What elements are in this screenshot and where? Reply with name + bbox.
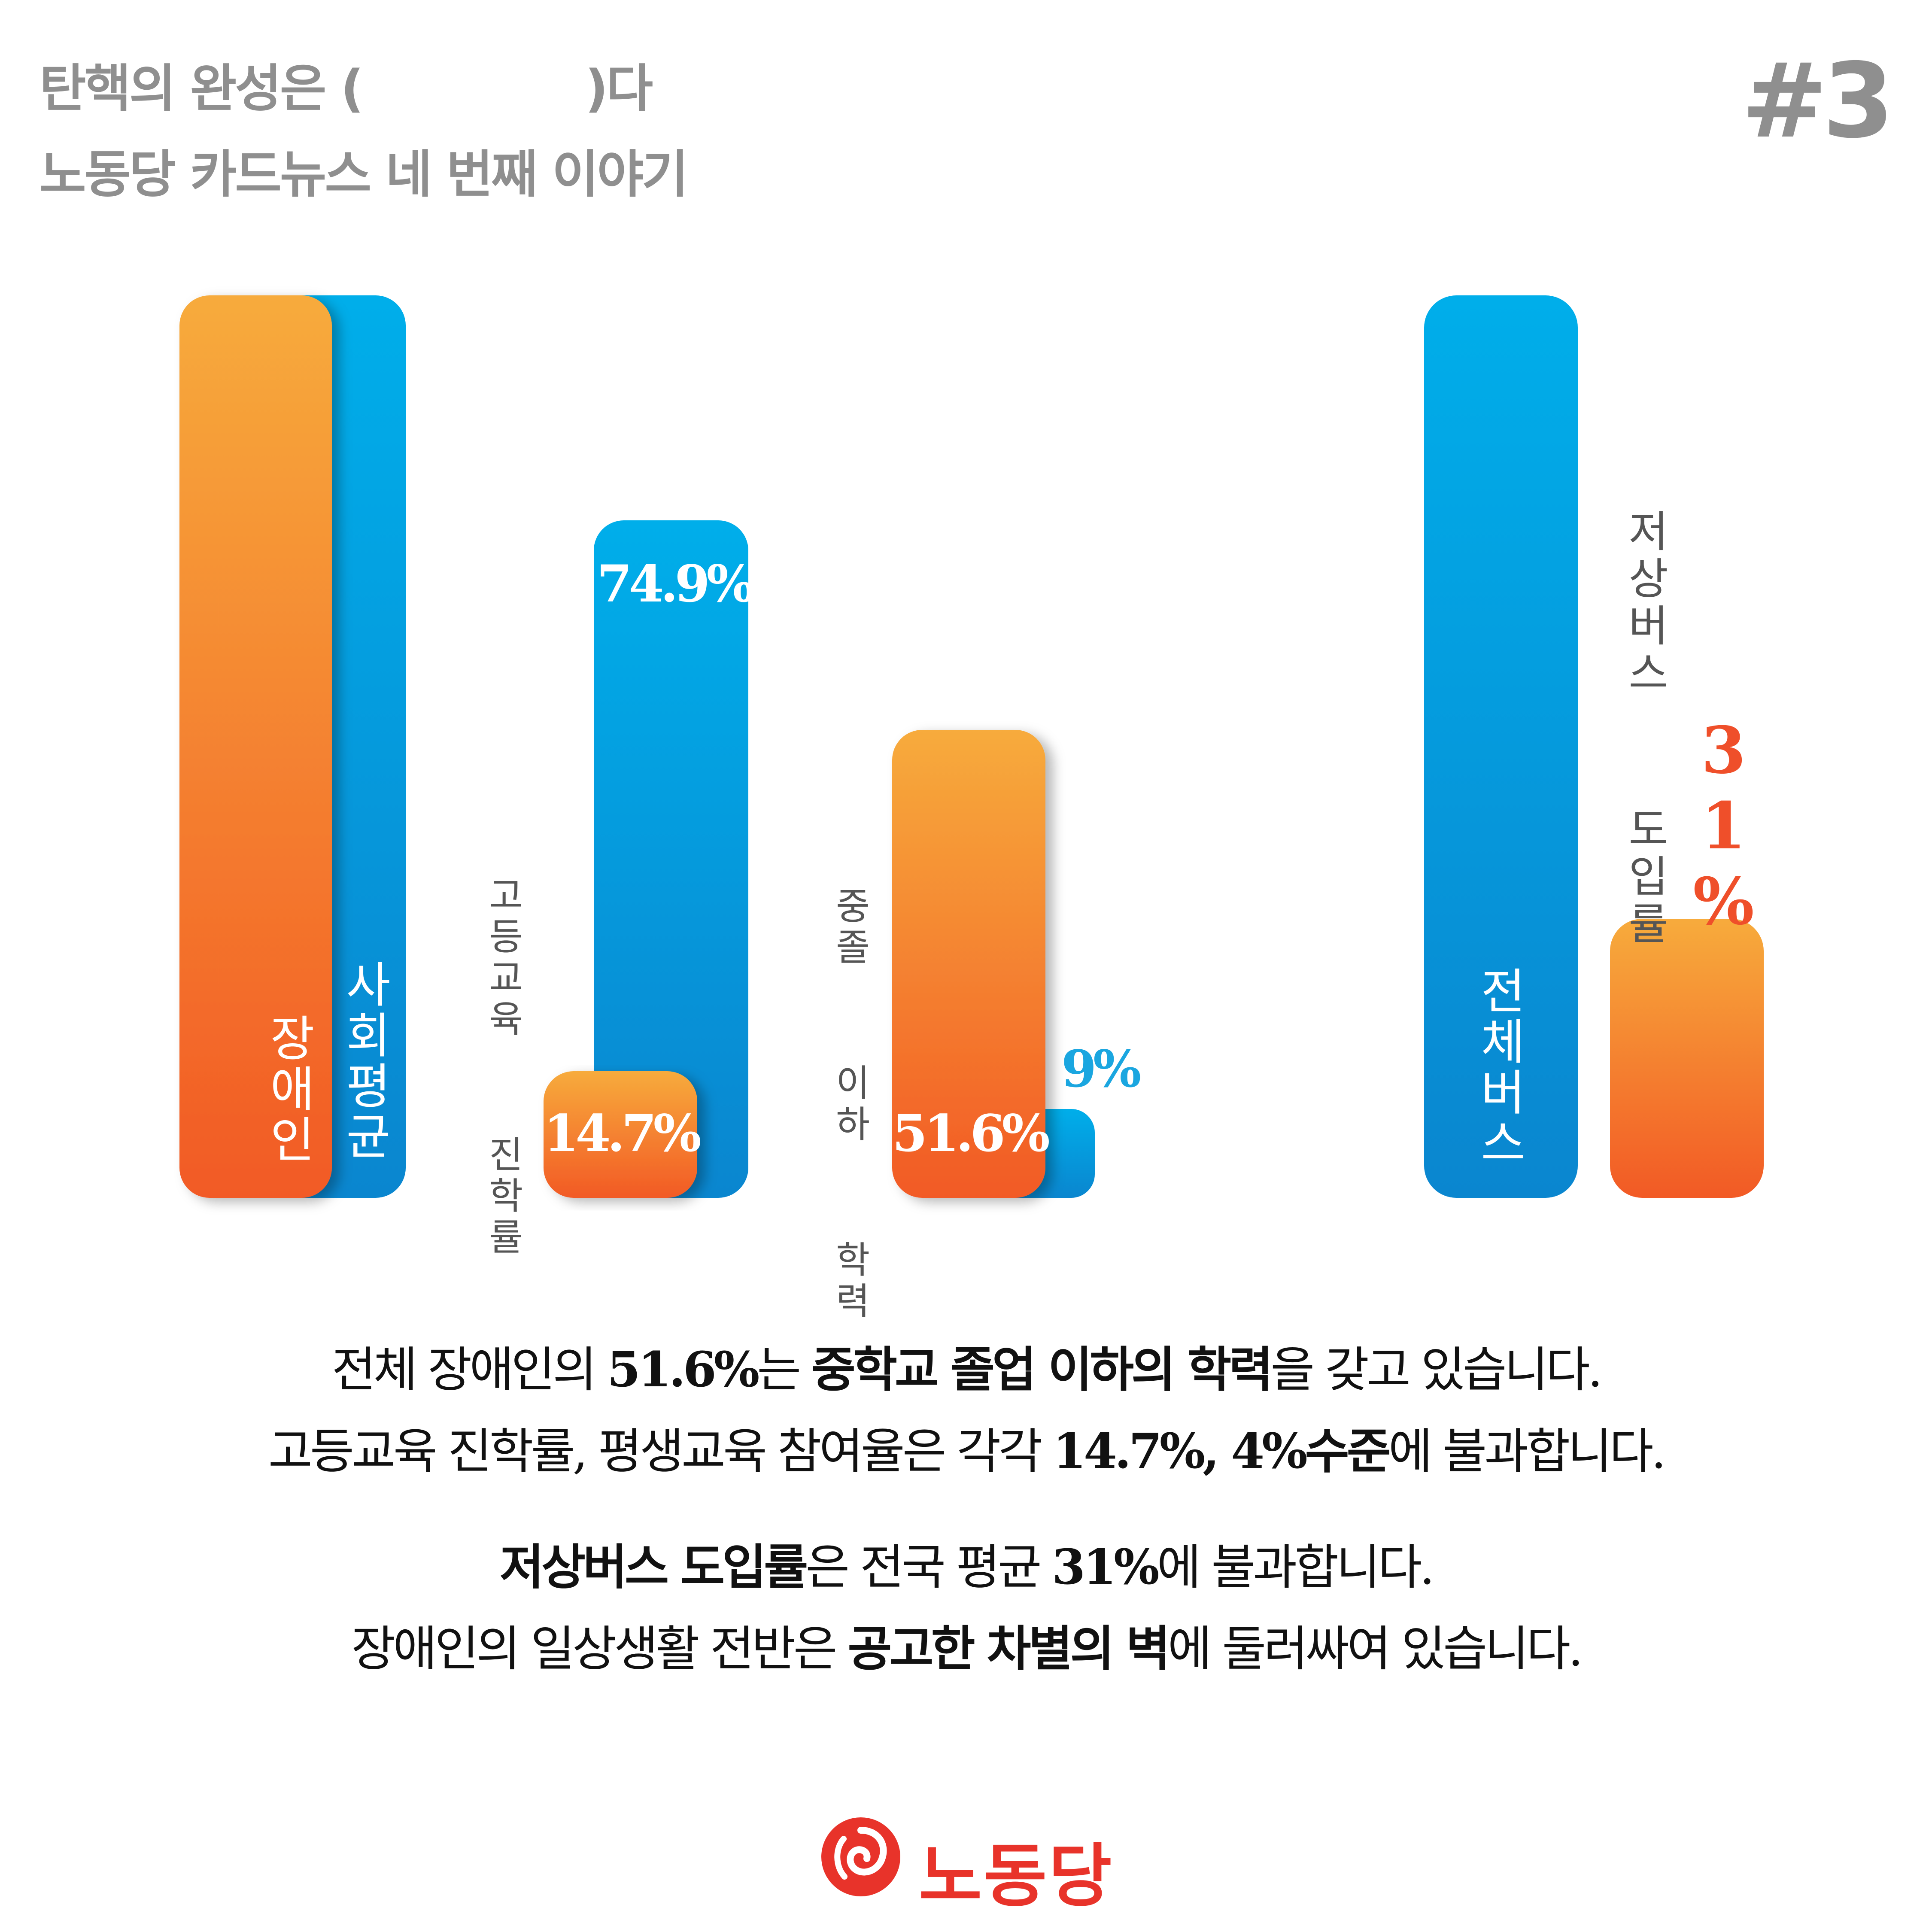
value-higher-edu-disabled: 14.7% [544,1103,702,1163]
bar-all-bus [1424,295,1578,1198]
label-disabled: 장애인 [260,1013,316,1165]
rose-icon [821,1817,900,1896]
label-lowfloor-bus: 저상버스 도입률 [1619,509,1670,948]
value-middle-disabled: 51.6% [892,1103,1050,1163]
body-p1-line1: 전체 장애인의 51.6%는 중학교 졸업 이하의 학력을 갖고 있습니다. [331,1342,1603,1398]
brand-name: 노동당 [919,1836,1114,1916]
header-title: 탄핵의 완성은 ( )다 [39,59,653,118]
label-higher-edu: 고등교육 진학률 [481,876,524,1259]
label-all-bus: 전체버스 [1471,966,1527,1169]
body-p1-line2: 고등교육 진학률, 평생교육 참여율은 각각 14.7%, 4%수준에 불과합니… [268,1423,1666,1479]
bar-higher-edu-avg [594,520,748,1198]
page-number: #3 [1741,41,1894,161]
body-p2-line1: 저상버스 도입률은 전국 평균 31%에 불과합니다. [499,1539,1435,1595]
value-middle-avg: 9% [1061,1039,1141,1099]
bar-chart [179,295,1764,1198]
bar-disabled-1 [179,295,332,1198]
body-p2-line2: 장애인의 일상생활 전반은 공고한 차별의 벽에 둘러싸여 있습니다. [351,1621,1583,1677]
header-subtitle: 노동당 카드뉴스 네 번째 이야기 [39,145,689,204]
label-society-avg: 사회평균 [336,960,392,1162]
value-lowfloor: 31% [1686,713,1762,939]
bar-lowfloor-bus [1610,919,1764,1198]
value-higher-edu-avg: 74.9% [597,554,755,614]
bar-middle-disabled [892,730,1045,1198]
bar-higher-edu-disabled [544,1071,697,1198]
label-middle-school: 중졸 이하 학력 [828,887,871,1323]
